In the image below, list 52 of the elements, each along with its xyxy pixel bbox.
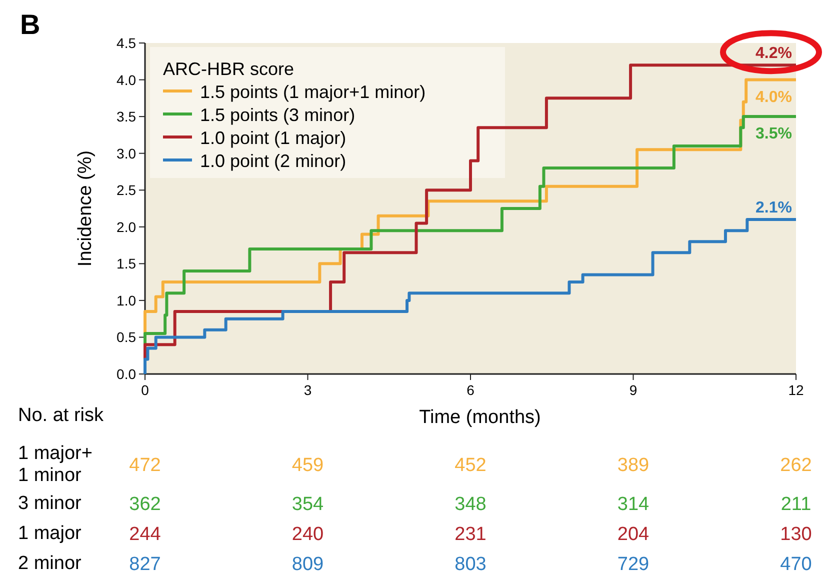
text: 809: [292, 554, 324, 575]
y-tick-label: 3.0: [116, 145, 136, 162]
annotation: 2.1%: [756, 200, 792, 217]
legend-title: ARC-HBR score: [163, 59, 294, 79]
text: 389: [617, 455, 650, 476]
text: 1 major: [18, 523, 82, 544]
text: 314: [617, 494, 650, 515]
y-axis-title: Incidence (%): [75, 150, 96, 267]
legend-label: 1.0 point (1 major): [200, 128, 346, 148]
text: 1 major+ 1 minor: [18, 443, 92, 486]
y-tick-label: 4.5: [116, 35, 136, 51]
x-tick-label: 3: [304, 382, 312, 398]
text: 362: [129, 494, 161, 515]
text: 803: [454, 554, 486, 575]
y-tick-label: 0.0: [116, 366, 136, 382]
y-tick-label: 2.0: [116, 218, 136, 235]
text: 130: [780, 524, 812, 545]
x-tick-label: 0: [141, 382, 150, 398]
text: 231: [454, 524, 486, 545]
text: 348: [454, 494, 486, 515]
text: 3 minor: [18, 493, 82, 514]
annotation: 4.0%: [756, 88, 792, 106]
text: 452: [454, 455, 486, 476]
text: 262: [780, 455, 812, 476]
y-tick-label: 0.5: [116, 329, 136, 346]
legend-label: 1.0 point (2 minor): [200, 151, 346, 171]
text: 204: [617, 524, 650, 545]
text: 459: [292, 455, 324, 476]
legend-label: 1.5 points (1 major+1 minor): [200, 82, 426, 102]
text: 2 minor: [18, 553, 82, 574]
x-axis-title: Time (months): [419, 407, 541, 428]
y-tick-label: 4.0: [116, 72, 136, 88]
text: No. at risk: [18, 405, 104, 426]
text: 472: [129, 455, 161, 476]
y-tick-label: 3.5: [116, 108, 136, 125]
x-tick-label: 12: [788, 382, 804, 398]
text: 827: [129, 554, 161, 575]
text: 240: [292, 524, 324, 545]
annotation: 4.2%: [756, 45, 792, 62]
text: 354: [292, 494, 324, 515]
annotation: 3.5%: [756, 126, 792, 143]
y-tick-label: 1.5: [116, 256, 136, 272]
y-tick-label: 1.0: [116, 292, 136, 308]
text: 211: [780, 494, 812, 515]
y-tick-label: 2.5: [116, 182, 136, 198]
chart-title: B: [20, 9, 40, 40]
text: 244: [129, 524, 162, 545]
x-tick-label: 9: [629, 382, 638, 398]
text: 729: [617, 554, 650, 575]
legend-label: 1.5 points (3 minor): [200, 105, 356, 125]
x-tick-label: 6: [466, 382, 475, 398]
text: 470: [780, 554, 812, 575]
